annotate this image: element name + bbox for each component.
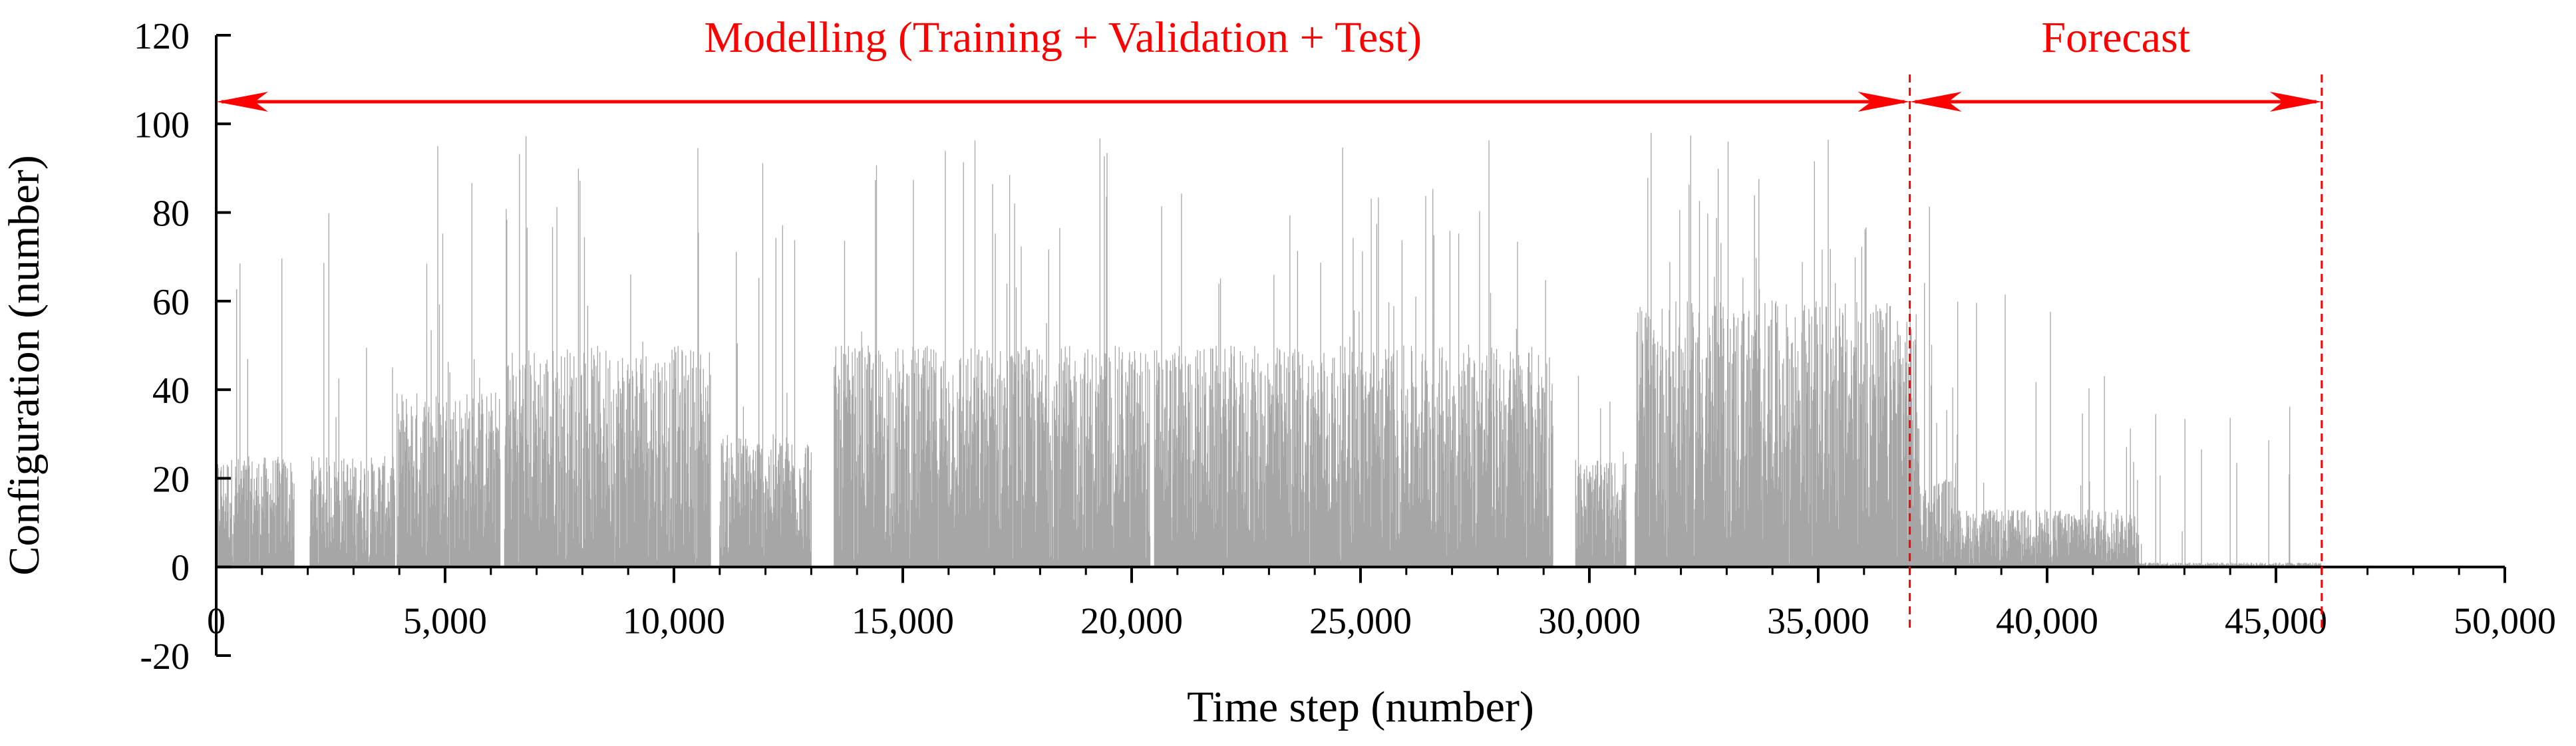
x-tick-label: 0 (207, 601, 226, 642)
series-layer (216, 132, 2505, 568)
annotation-label: Modelling (Training + Validation + Test) (704, 13, 1422, 62)
y-tick-label: 20 (152, 459, 190, 500)
annotation-label: Forecast (2041, 13, 2190, 62)
x-tick-label: 15,000 (852, 601, 954, 642)
annotation-arrowhead-right (2269, 91, 2322, 112)
x-tick-label: 10,000 (623, 601, 725, 642)
x-tick-label: 35,000 (1767, 601, 1869, 642)
annotation-arrowhead-left (216, 91, 268, 112)
annotation-arrowhead-right (1857, 91, 1910, 112)
y-tick-label: -20 (140, 636, 190, 678)
annotations: Modelling (Training + Validation + Test)… (216, 13, 2323, 633)
series-spikes (216, 132, 2323, 567)
x-tick-label: 30,000 (1538, 601, 1641, 642)
x-tick-label: 5,000 (403, 601, 487, 642)
y-axis-title: Configuration (number) (0, 155, 49, 575)
y-tick-label: 60 (152, 282, 190, 323)
x-ticks: 0 5,000 10,000 15,000 20,000 25,000 30,000 35,0… (207, 566, 2556, 642)
x-axis-title: Time step (number) (1187, 683, 1534, 731)
y-tick-label: 120 (134, 16, 190, 57)
x-tick-label: 50,000 (2454, 601, 2556, 642)
annotation-arrowhead-left (1909, 91, 1962, 112)
y-tick-label: 40 (152, 370, 190, 412)
y-tick-label: 80 (152, 193, 190, 235)
y-tick-label: 100 (134, 104, 190, 146)
x-tick-label: 45,000 (2225, 601, 2327, 642)
x-tick-label: 25,000 (1309, 601, 1412, 642)
y-tick-label: 0 (171, 548, 190, 589)
x-tick-label: 20,000 (1080, 601, 1183, 642)
x-tick-label: 40,000 (1996, 601, 2098, 642)
y-ticks: -20 0 20 40 60 80 100 120 (134, 16, 231, 678)
